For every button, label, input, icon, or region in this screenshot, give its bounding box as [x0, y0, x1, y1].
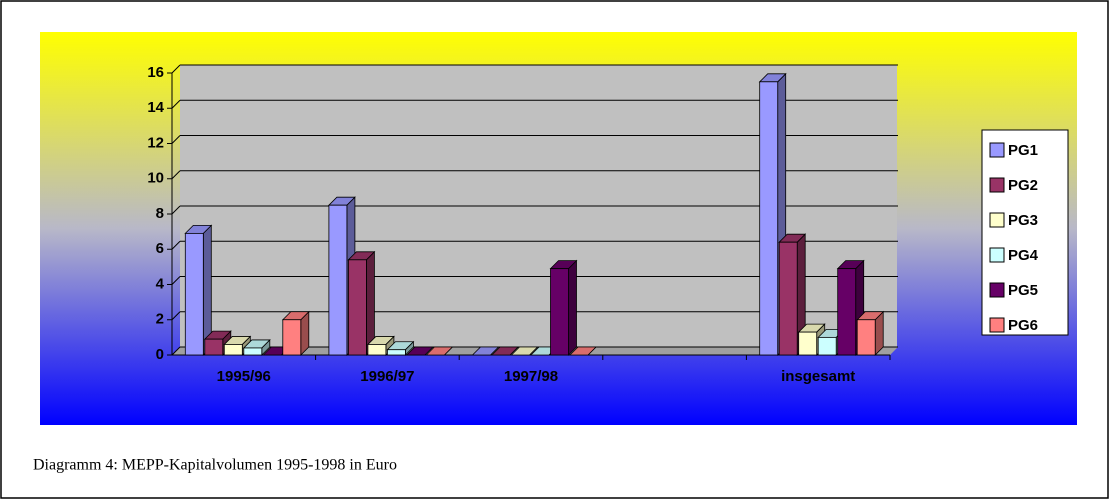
grid-line-side: [171, 99, 181, 109]
bar-top: [425, 346, 454, 356]
grid-line-side: [171, 64, 181, 74]
legend: [981, 129, 1069, 336]
legend-label: PG5: [1008, 282, 1038, 299]
x-tick-label: 1995/96: [217, 368, 271, 385]
bar-side: [568, 259, 577, 356]
bar: [328, 204, 348, 356]
y-tick-label: 0: [156, 346, 164, 363]
legend-label: PG1: [1008, 142, 1038, 159]
bar: [759, 81, 779, 356]
y-tick-label: 4: [156, 275, 165, 292]
bar: [184, 232, 204, 356]
grid-line-side: [171, 276, 181, 285]
x-tick-label: 1997/98: [504, 368, 558, 385]
y-tick-label: 6: [156, 240, 164, 257]
legend-swatch: [989, 212, 1005, 228]
bar-top: [471, 346, 500, 356]
bar: [223, 344, 243, 356]
bar: [798, 331, 818, 356]
bar: [550, 268, 569, 356]
bar: [817, 336, 837, 356]
bar-top: [405, 346, 434, 356]
grid-line-side: [171, 135, 181, 144]
legend-label: PG3: [1008, 212, 1038, 229]
legend-swatch: [989, 142, 1005, 158]
caption: Diagramm 4: MEPP-Kapitalvolumen 1995-199…: [33, 457, 397, 474]
legend-swatch: [989, 282, 1005, 298]
y-tick-label: 8: [156, 205, 164, 222]
legend-label: PG4: [1008, 247, 1039, 264]
grid-line-side: [171, 240, 181, 250]
bar: [856, 319, 876, 356]
y-tick-label: 12: [147, 134, 164, 151]
legend-swatch: [989, 317, 1005, 333]
bar-top: [491, 346, 519, 356]
grid-line-side: [171, 170, 181, 180]
legend-swatch: [989, 247, 1005, 263]
x-tick-label: 1996/97: [360, 368, 414, 385]
bar: [367, 344, 387, 356]
bar: [347, 259, 367, 356]
bar: [386, 349, 406, 356]
y-tick-label: 14: [147, 99, 164, 116]
bar: [837, 268, 857, 356]
y-tick-label: 10: [147, 170, 164, 187]
legend-label: PG2: [1008, 177, 1038, 194]
bar: [282, 319, 302, 356]
bar-top: [510, 346, 539, 356]
bar: [778, 241, 798, 356]
bar: [243, 347, 263, 356]
grid-line-side: [171, 346, 181, 356]
bar: [204, 338, 224, 356]
bar-top: [569, 346, 597, 356]
y-tick-label: 2: [156, 311, 164, 328]
x-tick-label: insgesamt: [781, 368, 855, 385]
y-tick-label: 16: [147, 64, 164, 81]
grid-line-side: [171, 311, 181, 321]
legend-swatch: [989, 177, 1005, 193]
legend-label: PG6: [1008, 317, 1038, 334]
grid-line-side: [171, 205, 181, 215]
